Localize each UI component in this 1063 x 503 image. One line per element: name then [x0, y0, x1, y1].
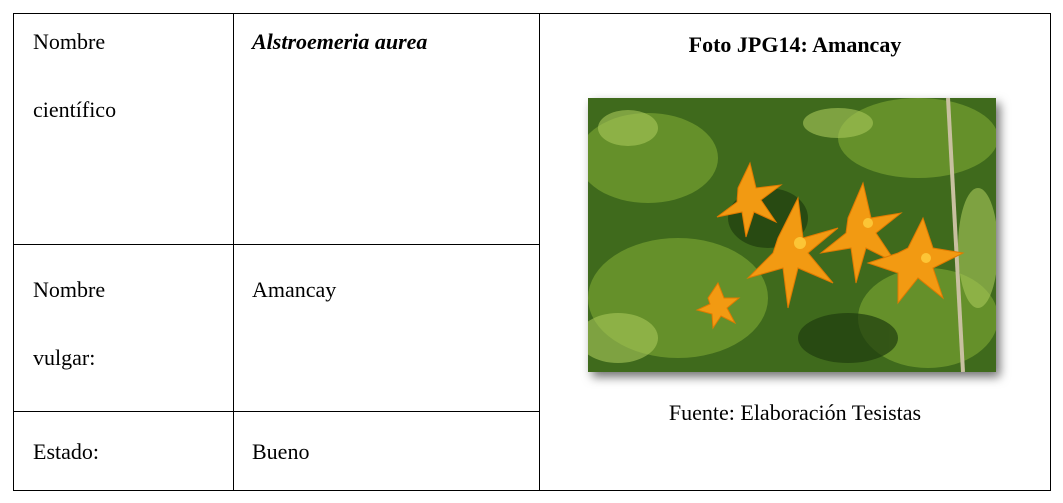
- photo: [588, 98, 996, 372]
- row-label: Estado:: [33, 439, 99, 464]
- row-label: Nombre vulgar:: [33, 277, 106, 370]
- common-name: Amancay: [252, 277, 337, 302]
- status: Bueno: [252, 439, 310, 464]
- scientific-name: Alstroemeria aurea: [252, 29, 428, 54]
- row-label: Nombre científico: [33, 29, 117, 122]
- photo-title: Foto JPG14: Amancay: [688, 32, 902, 57]
- table-cell: [539, 13, 1051, 491]
- photo-caption: Fuente: Elaboración Tesistas: [668, 400, 922, 425]
